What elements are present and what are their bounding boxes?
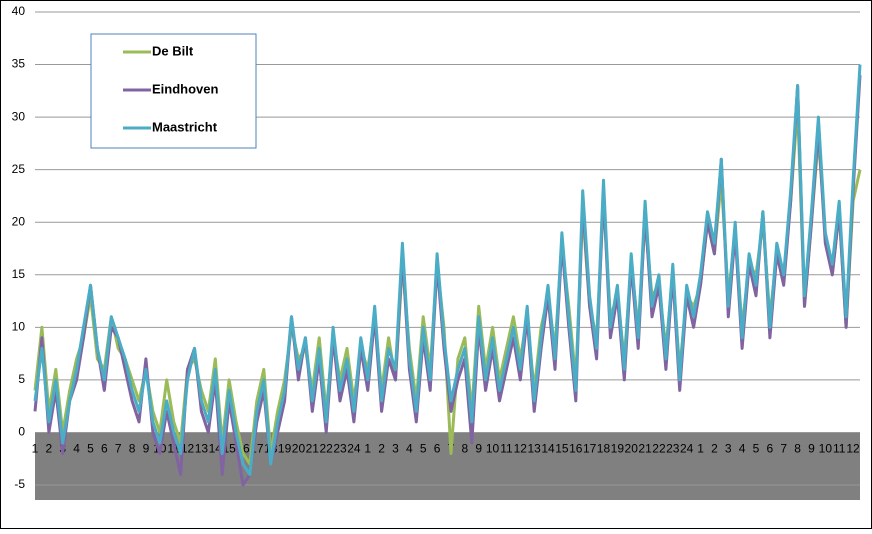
x-tick-label: 2	[711, 442, 718, 456]
x-tick-label: 23	[333, 442, 347, 456]
y-tick-label: 30	[12, 109, 26, 123]
x-tick-label: 21	[638, 442, 652, 456]
x-tick-label: 8	[794, 442, 801, 456]
x-tick-label: 17	[583, 442, 597, 456]
x-tick-label: 20	[292, 442, 306, 456]
x-tick-label: 1	[697, 442, 704, 456]
x-tick-label: 5	[753, 442, 760, 456]
x-tick-label: 4	[739, 442, 746, 456]
x-tick-label: 18	[597, 442, 611, 456]
x-tick-label: 6	[101, 442, 108, 456]
x-tick-label: 10	[486, 442, 500, 456]
legend-label: De Bilt	[152, 43, 194, 58]
x-tick-label: 10	[819, 442, 833, 456]
x-tick-label: 4	[73, 442, 80, 456]
x-tick-label: 5	[87, 442, 94, 456]
y-tick-label: 0	[18, 425, 25, 439]
x-tick-label: 7	[780, 442, 787, 456]
y-tick-label: 35	[12, 57, 26, 71]
y-tick-label: 40	[12, 4, 26, 18]
x-tick-label: 6	[767, 442, 774, 456]
y-tick-label: 25	[12, 162, 26, 176]
legend-label: Eindhoven	[152, 81, 219, 96]
y-tick-label: 20	[12, 214, 26, 228]
x-tick-label: 4	[406, 442, 413, 456]
legend-label: Maastricht	[152, 119, 218, 134]
x-tick-label: 13	[195, 442, 209, 456]
x-tick-label: 12	[514, 442, 528, 456]
x-tick-label: 24	[347, 442, 361, 456]
x-tick-label: 3	[725, 442, 732, 456]
x-tick-label: 14	[541, 442, 555, 456]
y-tick-label: 5	[18, 372, 25, 386]
y-tick-label: 10	[12, 320, 26, 334]
x-tick-label: 24	[680, 442, 694, 456]
x-tick-label: 12	[846, 442, 860, 456]
x-tick-label: 3	[392, 442, 399, 456]
x-tick-label: 8	[461, 442, 468, 456]
x-tick-label: 12	[181, 442, 195, 456]
x-tick-label: 11	[833, 442, 846, 456]
y-tick-label: -5	[14, 477, 25, 491]
x-tick-label: 2	[378, 442, 385, 456]
legend-box	[90, 33, 257, 149]
x-tick-label: 7	[115, 442, 122, 456]
x-tick-label: 22	[652, 442, 666, 456]
x-tick-label: 8	[129, 442, 136, 456]
x-tick-label: 20	[625, 442, 639, 456]
x-tick-label: 1	[364, 442, 371, 456]
x-tick-label: 15	[555, 442, 569, 456]
x-tick-label: 9	[808, 442, 815, 456]
x-tick-label: 13	[527, 442, 541, 456]
x-tick-label: 9	[475, 442, 482, 456]
x-tick-label: 19	[278, 442, 292, 456]
x-tick-label: 16	[569, 442, 583, 456]
x-tick-label: 5	[420, 442, 427, 456]
y-tick-label: 15	[12, 267, 26, 281]
x-tick-label: 19	[611, 442, 625, 456]
x-tick-label: 1	[32, 442, 39, 456]
x-tick-label: 6	[434, 442, 441, 456]
x-tick-label: 9	[143, 442, 150, 456]
x-tick-label: 2	[46, 442, 53, 456]
x-tick-label: 23	[666, 442, 680, 456]
x-tick-label: 21	[306, 442, 320, 456]
x-tick-label: 11	[500, 442, 513, 456]
series-line	[33, 64, 862, 476]
x-tick-label: 22	[319, 442, 333, 456]
